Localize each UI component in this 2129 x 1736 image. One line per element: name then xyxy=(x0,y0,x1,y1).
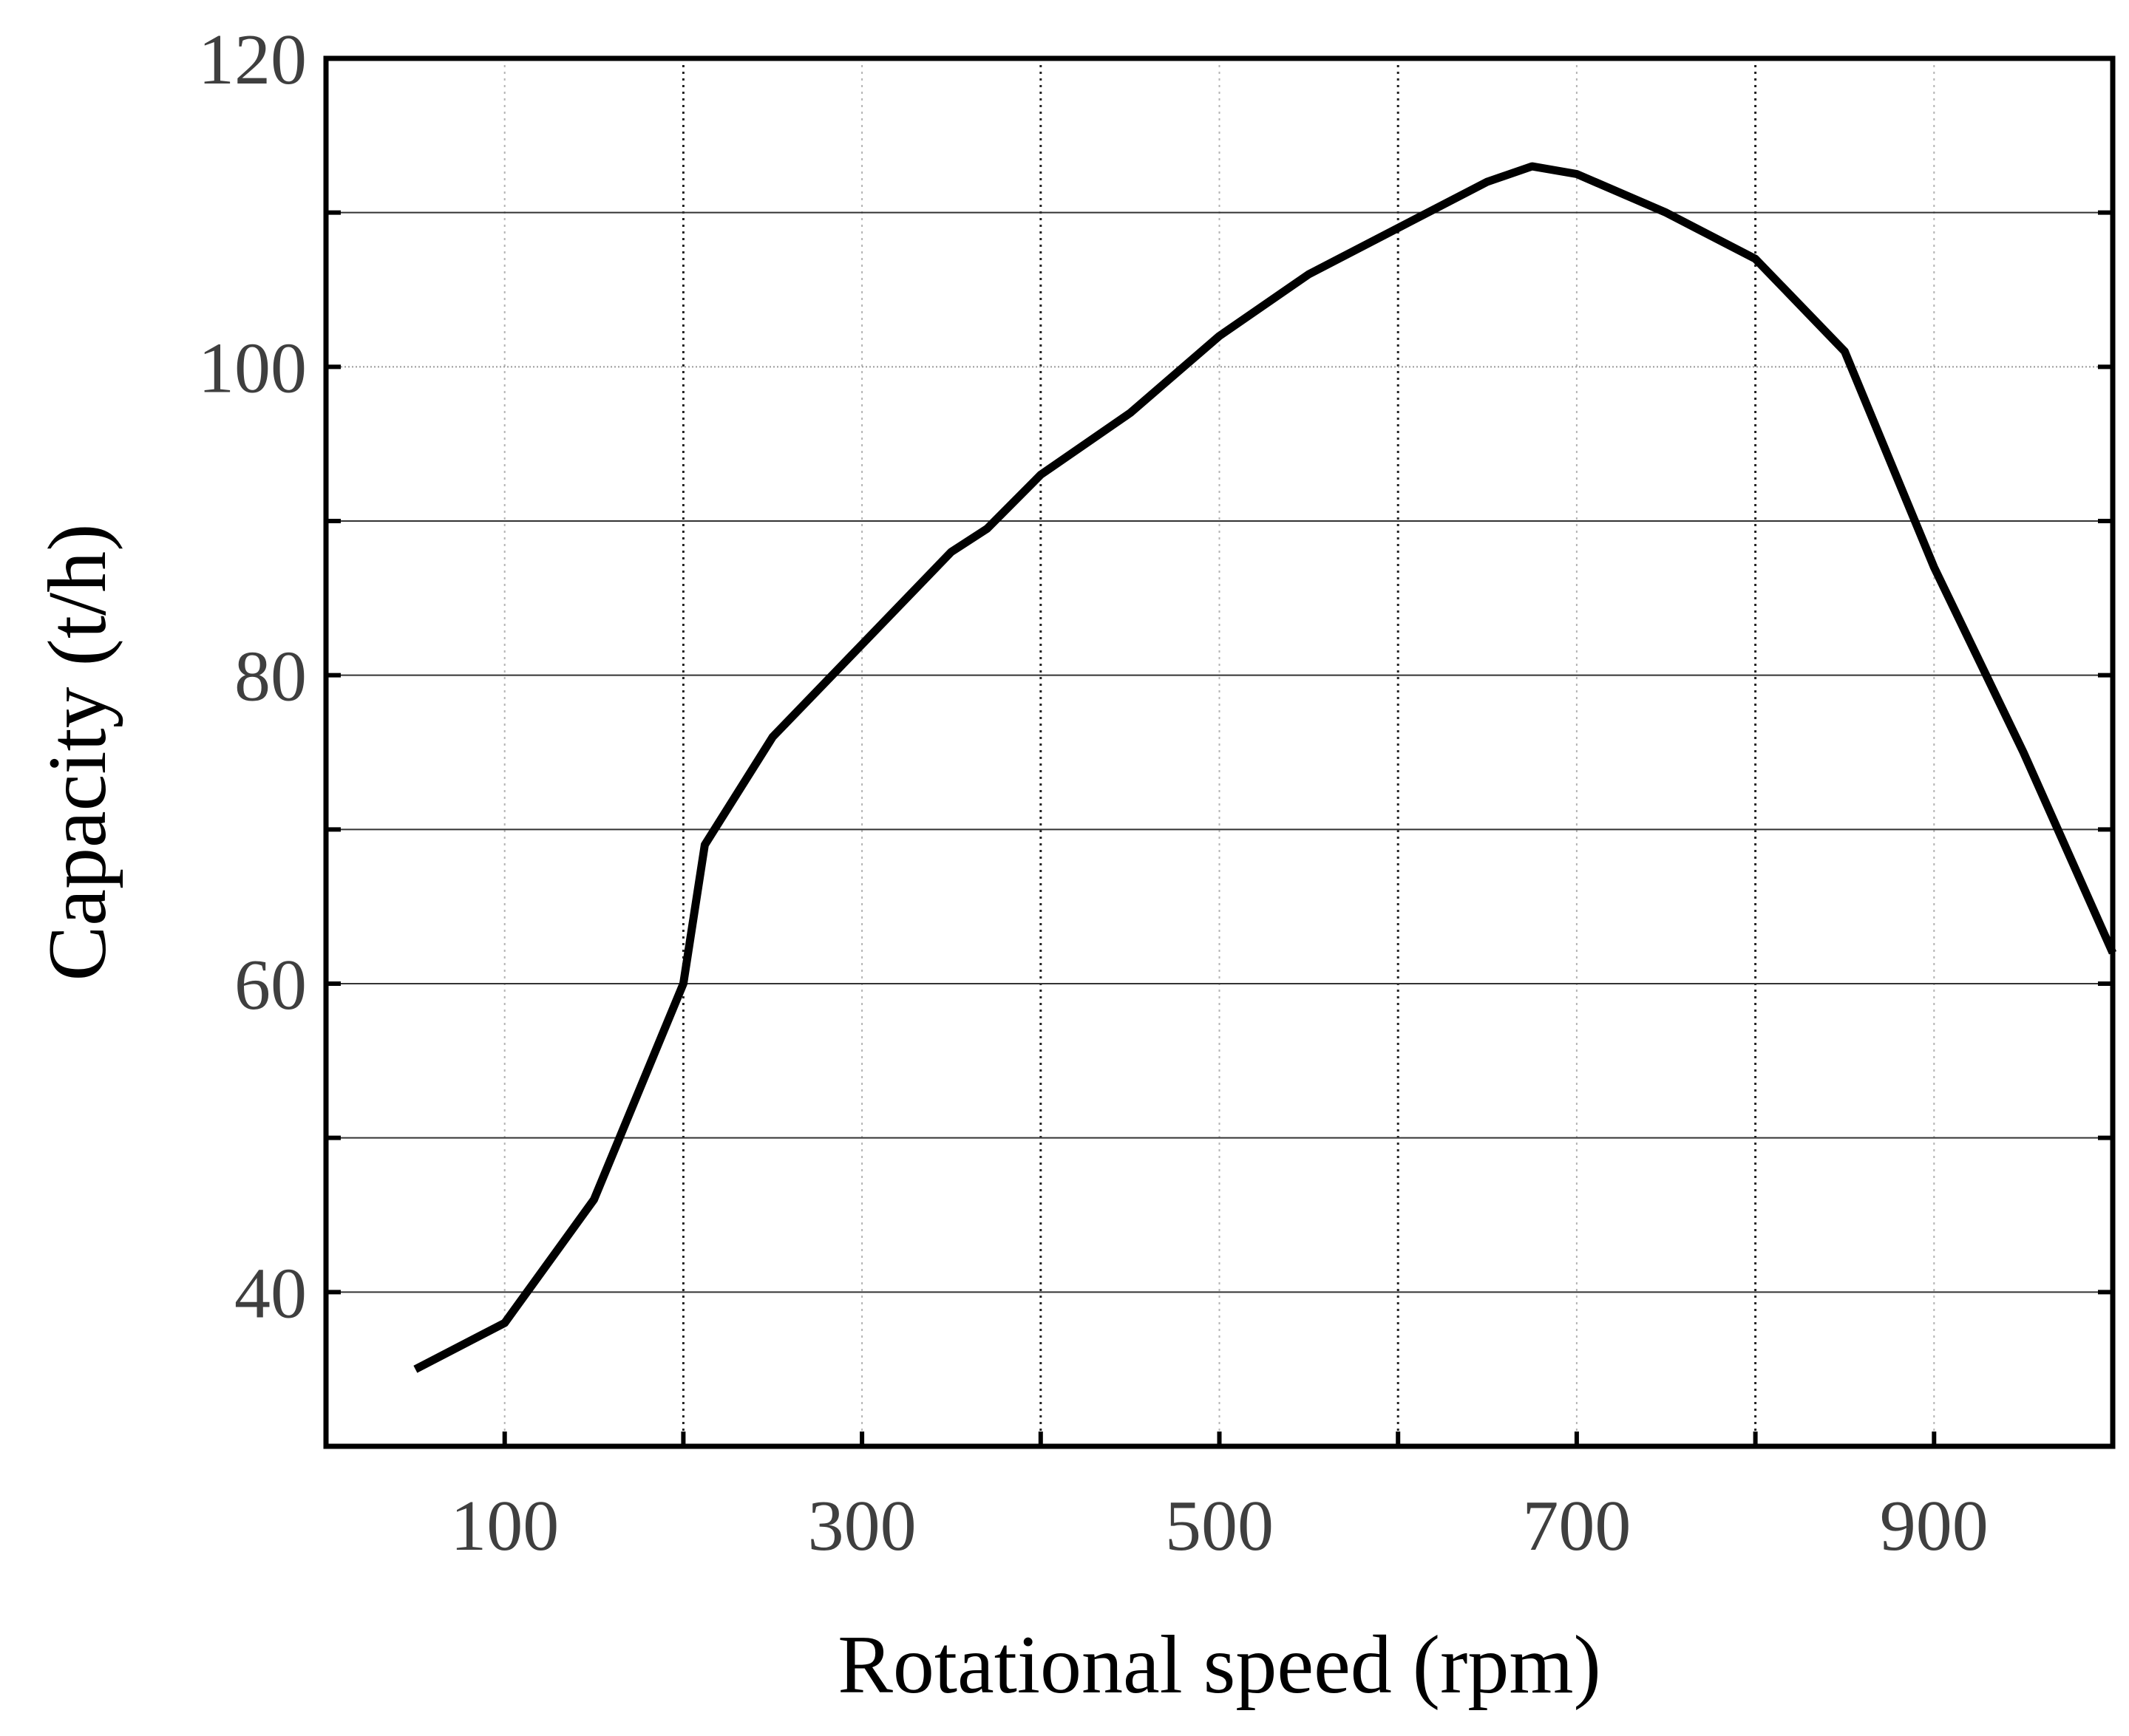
y-tick-label: 100 xyxy=(198,328,307,408)
x-tick-label: 900 xyxy=(1880,1486,1989,1566)
y-tick-label: 40 xyxy=(234,1253,307,1333)
x-tick-label: 300 xyxy=(808,1486,917,1566)
y-tick-label: 120 xyxy=(198,20,307,100)
plot-frame xyxy=(323,55,2116,1449)
y-axis-title: Capacity (t/h) xyxy=(32,524,123,981)
label-layer: 100 300 500 700 900 40 60 80 100 120 xyxy=(198,20,1989,1566)
y-tick-label: 80 xyxy=(234,637,307,717)
x-tick-label: 500 xyxy=(1165,1486,1274,1566)
x-axis-title: Rotational speed (rpm) xyxy=(838,1619,1601,1711)
x-tick-label: 100 xyxy=(450,1486,559,1566)
series-layer xyxy=(413,162,2117,1373)
y-tick-label: 60 xyxy=(234,945,307,1025)
series-line xyxy=(413,162,2117,1373)
grid-layer xyxy=(326,58,2113,1446)
x-tick-label: 700 xyxy=(1522,1486,1631,1566)
